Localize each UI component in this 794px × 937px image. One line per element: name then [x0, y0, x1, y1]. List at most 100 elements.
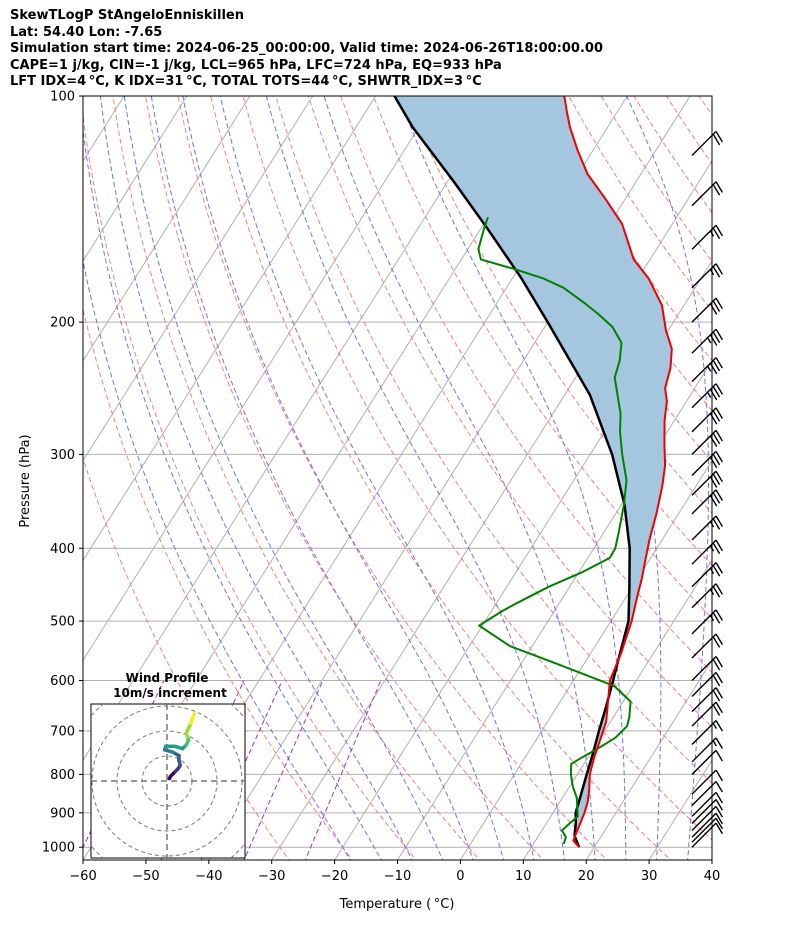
- wind-barb-flag: [715, 224, 724, 237]
- wind-barb-flag: [712, 704, 721, 716]
- y-tick-label: 500: [50, 615, 75, 630]
- wind-barb: [691, 429, 724, 455]
- wind-barb-flag: [715, 328, 724, 341]
- wind-barb-flag: [715, 812, 724, 825]
- wind-barb-flag: [715, 263, 724, 275]
- wind-barb-flag: [712, 492, 721, 504]
- wind-barb-flag: [715, 562, 724, 574]
- dry-adiabat-line: [112, 96, 481, 860]
- wind-barb-flag: [709, 476, 718, 488]
- simulation-times: Simulation start time: 2024-06-25_00:00:…: [10, 41, 603, 56]
- cape-area: [394, 96, 672, 848]
- x-tick-label: −40: [195, 869, 222, 884]
- isotherm-line: [83, 96, 188, 262]
- wind-barb-flag: [712, 658, 721, 671]
- wind-barb-flag: [715, 430, 724, 442]
- mixing-ratio-line: [304, 680, 382, 860]
- wind-barb-flag: [715, 656, 724, 668]
- hodograph-segment: [190, 712, 197, 721]
- wind-barb-flag: [715, 297, 724, 310]
- wind-barb-flag: [715, 451, 724, 463]
- y-tick-label: 100: [50, 90, 75, 105]
- wind-barb-flag: [715, 799, 724, 811]
- y-tick-label: 1000: [42, 841, 75, 856]
- moist-adiabat-line: [83, 258, 351, 860]
- hodograph-subtitle: 10m/s increment: [113, 686, 227, 700]
- wind-barbs: [691, 130, 724, 848]
- moist-adiabat-line: [323, 96, 596, 860]
- wind-barb-half: [706, 365, 712, 372]
- wind-barb-half: [706, 337, 712, 344]
- wind-barb-flag: [715, 822, 724, 835]
- profile-lines: [393, 96, 673, 848]
- wind-barb-flag: [715, 781, 724, 793]
- wind-barb-flag: [715, 701, 724, 714]
- dry-adiabat-line: [307, 96, 712, 728]
- wind-barb-flag: [715, 583, 724, 595]
- x-tick-label: −10: [384, 869, 411, 884]
- dry-adiabat-line: [83, 456, 290, 860]
- wind-barb: [691, 583, 724, 609]
- wind-barb-flag: [715, 737, 724, 749]
- moist-adiabat-line: [150, 96, 474, 860]
- stability-parameters: CAPE=1 j/kg, CIN=-1 j/kg, LCL=965 hPa, L…: [10, 57, 502, 73]
- wind-barb-half: [712, 740, 717, 747]
- isotherm-line: [271, 160, 712, 860]
- wind-barb-flag: [715, 470, 724, 483]
- wind-barb-flag: [712, 300, 721, 312]
- x-tick-label: 30: [641, 869, 658, 884]
- wind-barb-flag: [712, 331, 721, 343]
- wind-barb-flag: [715, 687, 724, 699]
- isotherm-line: [648, 759, 712, 860]
- wind-barb-flag: [712, 184, 721, 196]
- hodograph-plot: [91, 704, 245, 858]
- dewpoint-line: [477, 216, 632, 845]
- wind-barb-flag: [715, 131, 724, 143]
- wind-barb: [691, 515, 724, 541]
- dry-adiabat-line: [242, 96, 712, 841]
- y-tick-label: 900: [50, 806, 75, 821]
- wind-barb-flag: [715, 769, 724, 782]
- wind-barb-flag: [712, 432, 721, 445]
- wind-barb: [691, 383, 724, 409]
- wind-barb-flag: [715, 633, 724, 645]
- wind-barb-half: [706, 391, 712, 398]
- x-tick-label: −30: [258, 869, 285, 884]
- dry-adiabat-line: [732, 96, 794, 863]
- mixing-ratio-line: [243, 680, 324, 860]
- wind-barb-flag: [712, 612, 721, 624]
- wind-barb-flag: [712, 586, 721, 598]
- dry-adiabat-line: [83, 112, 417, 860]
- x-tick-label: 40: [704, 869, 721, 884]
- x-tick-label: −60: [69, 869, 96, 884]
- wind-barb-flag: [715, 407, 724, 419]
- parcel-line: [393, 96, 631, 848]
- x-tick-label: −20: [321, 869, 348, 884]
- isotherm-line: [83, 96, 251, 362]
- wind-barb-flag: [715, 383, 724, 395]
- wind-barb-flag: [712, 386, 721, 398]
- wind-barb-flag: [712, 133, 721, 146]
- y-tick-label: 800: [50, 768, 75, 783]
- y-tick-label: 700: [50, 724, 75, 739]
- hodograph-title: Wind Profile: [126, 671, 209, 685]
- y-axis-label: Pressure (hPa): [18, 434, 33, 527]
- dry-adiabats: [83, 96, 794, 863]
- isotherm-line: [711, 859, 712, 860]
- dry-adiabat-line: [83, 307, 354, 860]
- wind-barb-flag: [712, 690, 721, 702]
- moist-adiabat-line: [718, 96, 773, 863]
- x-axis-label: Temperature ( °C): [339, 897, 455, 912]
- moist-adiabat-line: [265, 96, 566, 860]
- wind-barb-flag: [715, 539, 724, 552]
- dry-adiabat-line: [275, 96, 712, 784]
- wind-barb-flag: [709, 388, 718, 401]
- dry-adiabat-line: [665, 96, 712, 165]
- isotherm-line: [585, 659, 712, 860]
- wind-barb-flag: [712, 227, 721, 240]
- wind-barb: [691, 489, 724, 515]
- wind-barb-flag: [715, 609, 724, 621]
- hodograph-inset: Wind Profile 10m/s increment: [90, 671, 246, 859]
- location-coords: Lat: 54.40 Lon: -7.65: [10, 24, 163, 40]
